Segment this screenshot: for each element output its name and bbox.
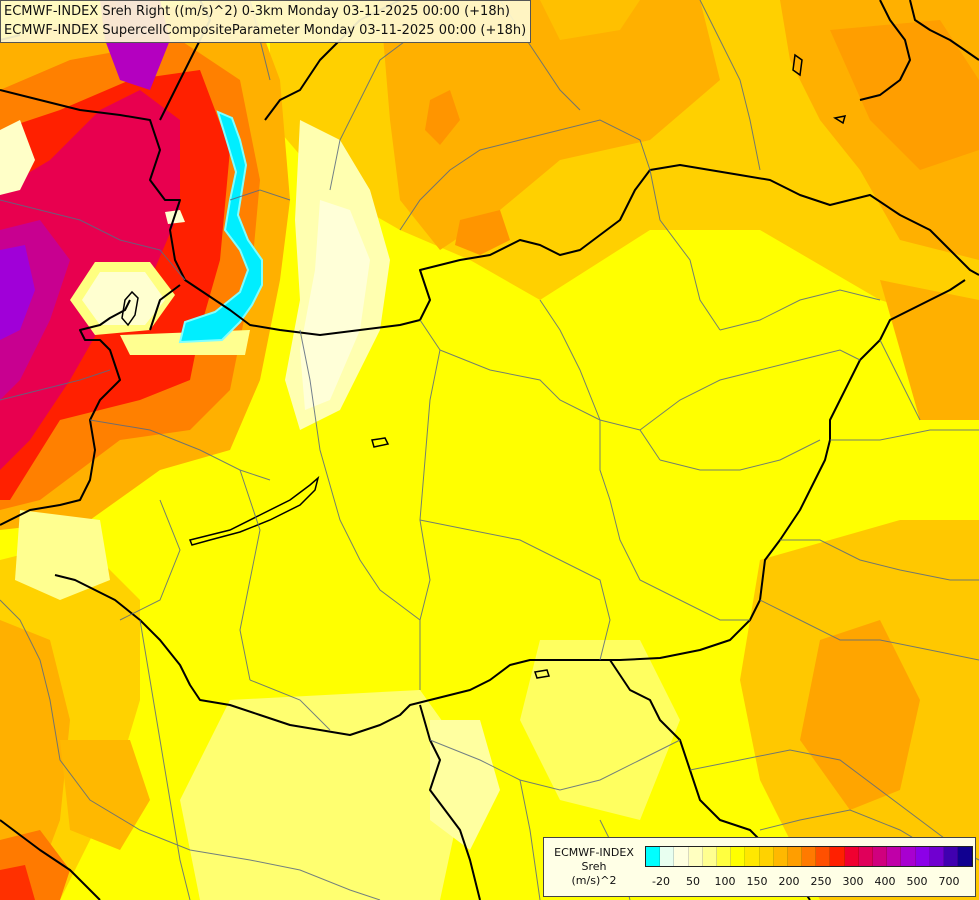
legend-swatch <box>759 847 774 866</box>
legend-swatch <box>646 847 661 866</box>
legend-tick-label: 400 <box>874 875 896 888</box>
legend-title-unit: (m/s)^2 <box>571 874 617 887</box>
legend-title-param: Sreh <box>581 860 607 873</box>
header-line-1: ECMWF-INDEX Sreh Right ((m/s)^2) 0-3km M… <box>4 4 510 19</box>
field-deep-orange-north <box>380 0 720 250</box>
legend-swatch <box>929 847 944 866</box>
field-orange-blob-n1 <box>425 90 460 145</box>
legend-swatch <box>688 847 703 866</box>
legend-swatch <box>887 847 902 866</box>
field-light-nw <box>0 120 35 195</box>
color-legend: ECMWF-INDEX Sreh (m/s)^2 -20 50 100 150 200 2… <box>543 837 976 897</box>
legend-tick-label: 200 <box>778 875 800 888</box>
legend-swatch <box>802 847 817 866</box>
legend-tick-label: 100 <box>714 875 736 888</box>
legend-swatch <box>773 847 788 866</box>
field-pale-south-2 <box>430 720 500 850</box>
legend-tick-label: 250 <box>810 875 832 888</box>
legend-tick-label: 150 <box>746 875 768 888</box>
legend-swatch <box>716 847 732 866</box>
field-cyan-strip <box>178 110 263 344</box>
field-orange-west-2 <box>0 620 70 900</box>
lake-neusiedl <box>121 290 139 327</box>
lakes <box>121 53 847 679</box>
legend-tick-labels: -20 50 100 150 200 250 300 400 500 700 <box>645 875 975 889</box>
legend-swatch <box>958 847 973 866</box>
field-pale-lobe <box>82 272 165 325</box>
legend-swatch <box>873 847 888 866</box>
lake-balaton <box>188 475 320 546</box>
legend-swatch <box>660 847 675 866</box>
field-light-yellow-2 <box>520 640 680 820</box>
lake-small-1 <box>371 437 390 448</box>
field-deep-orange-ne <box>830 20 979 170</box>
lake-small-2 <box>792 53 803 77</box>
legend-swatch <box>674 847 689 866</box>
legend-swatch <box>731 847 746 866</box>
legend-tick-label: 50 <box>686 875 700 888</box>
field-orange-ne-top <box>540 0 640 40</box>
legend-swatch <box>901 847 916 866</box>
legend-title-model: ECMWF-INDEX <box>554 846 634 859</box>
lake-small-4 <box>534 669 550 679</box>
lake-small-3 <box>833 115 847 125</box>
field-light-yellow-1 <box>180 690 470 900</box>
legend-tick-label: 700 <box>938 875 960 888</box>
legend-swatch <box>702 847 717 866</box>
field-orange-east-2 <box>880 280 979 420</box>
field-pale-south <box>15 510 110 600</box>
legend-swatch <box>915 847 930 866</box>
field-orange-blob-n2 <box>455 210 510 255</box>
legend-tick-label: 300 <box>842 875 864 888</box>
field-deep-orange-east <box>800 620 920 810</box>
legend-swatch <box>943 847 959 866</box>
field-purple-nw <box>0 245 35 340</box>
legend-tick-label: -20 <box>652 875 670 888</box>
legend-swatch <box>745 847 760 866</box>
legend-swatch <box>787 847 803 866</box>
legend-swatch <box>816 847 831 866</box>
field-pale-band-core <box>300 200 370 410</box>
legend-color-scale <box>645 846 974 867</box>
legend-swatch <box>844 847 859 866</box>
field-red-sw-2 <box>0 865 35 900</box>
map-header: ECMWF-INDEX Sreh Right ((m/s)^2) 0-3km M… <box>0 0 532 43</box>
legend-title: ECMWF-INDEX Sreh (m/s)^2 <box>544 846 644 888</box>
legend-swatch <box>830 847 845 866</box>
header-line-2: ECMWF-INDEX SupercellCompositeParameter … <box>4 23 527 38</box>
legend-tick-label: 500 <box>906 875 928 888</box>
legend-swatch <box>858 847 873 866</box>
